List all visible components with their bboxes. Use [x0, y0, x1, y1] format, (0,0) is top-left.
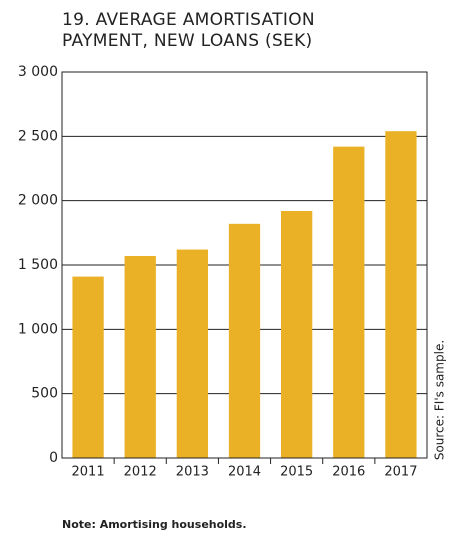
bar [124, 255, 156, 458]
y-tick-label: 1 500 [18, 257, 58, 273]
x-tick-label: 2017 [384, 465, 417, 480]
y-tick-label: 3 000 [18, 64, 58, 80]
bar [176, 249, 208, 458]
bar [228, 223, 261, 458]
note: Note: Amortising households. [62, 518, 247, 531]
y-tick-label: 2 000 [18, 193, 58, 209]
y-tick-label: 500 [31, 386, 58, 402]
y-tick-label: 2 500 [18, 128, 58, 144]
source: Source: FI's sample. [433, 340, 447, 460]
bar [333, 146, 365, 459]
bar [385, 131, 417, 459]
x-tick-label: 2012 [124, 465, 157, 480]
x-tick-label: 2011 [72, 465, 105, 480]
y-tick-label: 1 000 [18, 321, 58, 337]
y-tick-label: 0 [49, 450, 58, 466]
bar [72, 276, 104, 458]
x-tick-label: 2016 [332, 465, 365, 480]
plot-frame [61, 71, 428, 459]
x-tick-label: 2013 [176, 465, 209, 480]
x-tick-label: 2015 [280, 465, 313, 480]
chart-title: 19. AVERAGE AMORTISATION PAYMENT, NEW LO… [62, 10, 315, 51]
x-tick-label: 2014 [228, 465, 261, 480]
bar [281, 210, 313, 458]
